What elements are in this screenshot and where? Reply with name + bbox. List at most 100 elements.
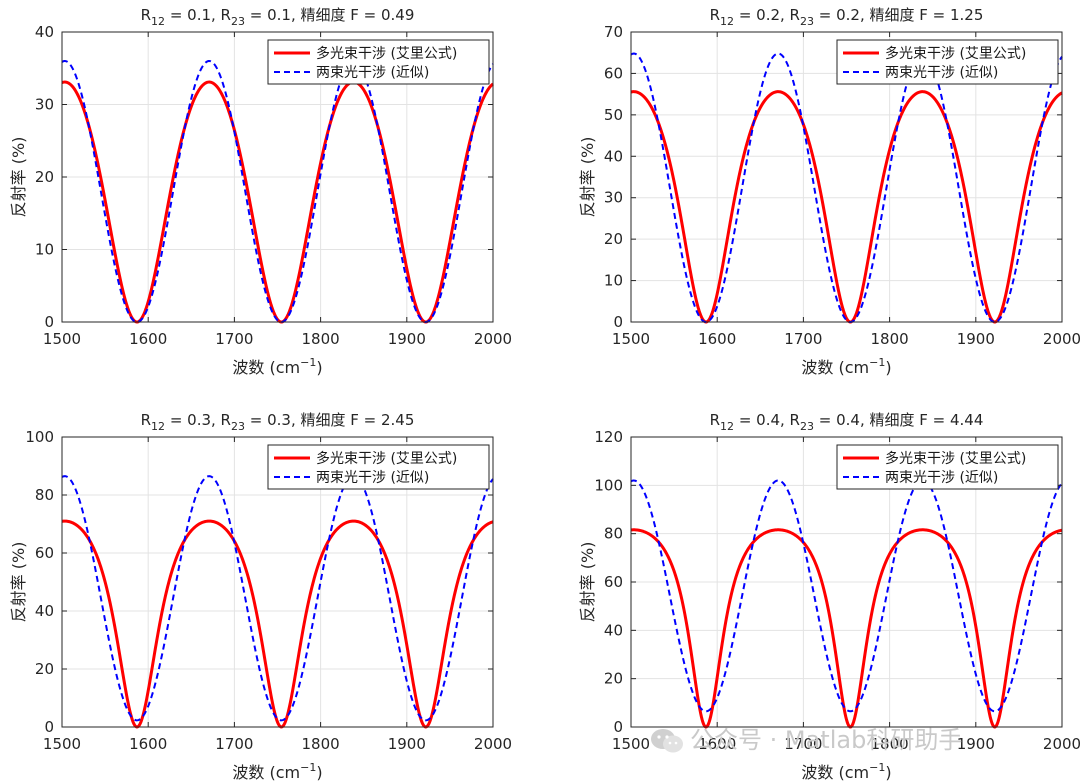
y-tick-label: 20 bbox=[604, 670, 623, 688]
x-axis-label: 波数 (cm−1) bbox=[801, 356, 891, 377]
legend-label: 两束光干涉 (近似) bbox=[885, 65, 998, 81]
x-tick-label: 1900 bbox=[388, 330, 426, 348]
x-axis-label-text: 波数 (cm bbox=[801, 763, 869, 781]
x-axis-label-close: ) bbox=[316, 358, 322, 377]
x-axis-label-close: ) bbox=[885, 763, 891, 781]
wechat-icon bbox=[651, 729, 683, 753]
series-line-two-beam bbox=[61, 59, 494, 323]
title-subscript: 23 bbox=[231, 420, 245, 433]
x-tick-label: 1700 bbox=[215, 735, 253, 753]
y-tick-label: 60 bbox=[35, 544, 54, 562]
legend: 多光束干涉 (艾里公式) 两束光干涉 (近似) bbox=[267, 39, 490, 85]
subplot-2: 1500 1600 1700 1800 1900 2000 0 10 20 30 40 50 60 70 R… bbox=[578, 6, 1080, 377]
x-tick-label: 1600 bbox=[129, 735, 167, 753]
y-tick-label: 70 bbox=[604, 23, 623, 41]
x-tick-label: 1700 bbox=[215, 330, 253, 348]
legend-label: 多光束干涉 (艾里公式) bbox=[885, 450, 1026, 467]
title-part: R bbox=[141, 411, 151, 429]
legend-label: 多光束干涉 (艾里公式) bbox=[316, 45, 457, 62]
chart-title: R12 = 0.4, R23 = 0.4, 精细度 F = 4.44 bbox=[710, 411, 984, 433]
y-tick-label: 0 bbox=[613, 718, 623, 736]
x-tick-label: 1900 bbox=[957, 735, 995, 753]
x-tick-label: 1600 bbox=[698, 735, 736, 753]
y-tick-label: 120 bbox=[594, 428, 623, 446]
x-axis-label-exponent: −1 bbox=[300, 761, 316, 774]
x-axis-label-close: ) bbox=[885, 358, 891, 377]
x-tick-label: 2000 bbox=[474, 735, 512, 753]
title-part: = 0.1, bbox=[165, 6, 221, 24]
y-tick-label: 40 bbox=[604, 621, 623, 639]
x-tick-label: 1800 bbox=[871, 330, 909, 348]
title-part: = 0.2, bbox=[734, 6, 790, 24]
chart-title: R12 = 0.3, R23 = 0.3, 精细度 F = 2.45 bbox=[141, 411, 415, 433]
title-subscript: 23 bbox=[800, 420, 814, 433]
legend: 多光束干涉 (艾里公式) 两束光干涉 (近似) bbox=[836, 39, 1059, 85]
legend: 多光束干涉 (艾里公式) 两束光干涉 (近似) bbox=[267, 444, 490, 490]
x-axis-label-text: 波数 (cm bbox=[232, 763, 300, 781]
title-part: R bbox=[790, 411, 800, 429]
x-tick-label: 1600 bbox=[698, 330, 736, 348]
x-axis-label: 波数 (cm−1) bbox=[801, 761, 891, 781]
y-tick-label: 0 bbox=[44, 313, 54, 331]
legend-label: 两束光干涉 (近似) bbox=[885, 470, 998, 486]
y-tick-label: 40 bbox=[35, 23, 54, 41]
y-tick-label: 100 bbox=[594, 476, 623, 494]
title-part: = 0.1, 精细度 F = 0.49 bbox=[245, 6, 414, 24]
y-axis-label: 反射率 (%) bbox=[578, 137, 597, 218]
y-tick-label: 100 bbox=[25, 428, 54, 446]
y-tick-label: 80 bbox=[35, 486, 54, 504]
series-line-two-beam bbox=[630, 52, 1063, 323]
legend-label: 多光束干涉 (艾里公式) bbox=[885, 45, 1026, 62]
y-tick-label: 30 bbox=[35, 96, 54, 114]
title-part: = 0.2, 精细度 F = 1.25 bbox=[814, 6, 983, 24]
legend-label: 两束光干涉 (近似) bbox=[316, 470, 429, 486]
x-axis-label-text: 波数 (cm bbox=[801, 358, 869, 377]
subplot-3: 1500 1600 1700 1800 1900 2000 0 20 40 60 80 100 R12 … bbox=[9, 411, 512, 781]
title-part: R bbox=[790, 6, 800, 24]
x-tick-label: 1900 bbox=[388, 735, 426, 753]
title-part: R bbox=[710, 6, 720, 24]
axes-frame bbox=[630, 31, 1063, 323]
y-tick-label: 0 bbox=[44, 718, 54, 736]
title-part: = 0.3, 精细度 F = 2.45 bbox=[245, 411, 414, 429]
y-tick-label: 20 bbox=[35, 168, 54, 186]
x-axis-label-close: ) bbox=[316, 763, 322, 781]
x-tick-label: 1800 bbox=[302, 330, 340, 348]
x-tick-label: 1500 bbox=[612, 735, 650, 753]
x-axis-label: 波数 (cm−1) bbox=[232, 356, 322, 377]
y-tick-label: 50 bbox=[604, 106, 623, 124]
x-tick-label: 2000 bbox=[1043, 330, 1080, 348]
watermark-text: 公众号 · Matlab科研助手 bbox=[690, 726, 963, 754]
y-tick-label: 60 bbox=[604, 573, 623, 591]
title-part: R bbox=[221, 411, 231, 429]
y-tick-label: 40 bbox=[604, 147, 623, 165]
title-subscript: 12 bbox=[151, 15, 165, 28]
chart-title: R12 = 0.2, R23 = 0.2, 精细度 F = 1.25 bbox=[710, 6, 984, 28]
legend-label: 多光束干涉 (艾里公式) bbox=[316, 450, 457, 467]
y-tick-label: 10 bbox=[35, 241, 54, 259]
title-subscript: 12 bbox=[720, 15, 734, 28]
watermark: 公众号 · Matlab科研助手 bbox=[650, 720, 962, 755]
x-tick-label: 2000 bbox=[474, 330, 512, 348]
x-tick-label: 1500 bbox=[43, 735, 81, 753]
legend-box bbox=[836, 39, 1059, 85]
y-tick-label: 40 bbox=[35, 602, 54, 620]
legend-box bbox=[267, 39, 490, 85]
y-axis-label: 反射率 (%) bbox=[9, 542, 28, 623]
legend-box bbox=[267, 444, 490, 490]
x-axis-label-text: 波数 (cm bbox=[232, 358, 300, 377]
y-tick-label: 20 bbox=[35, 660, 54, 678]
x-axis-label: 波数 (cm−1) bbox=[232, 761, 322, 781]
x-tick-label: 1800 bbox=[302, 735, 340, 753]
y-tick-label: 0 bbox=[613, 313, 623, 331]
title-part: = 0.3, bbox=[165, 411, 221, 429]
x-tick-label: 1600 bbox=[129, 330, 167, 348]
x-axis-label-exponent: −1 bbox=[300, 356, 316, 369]
x-axis-label-exponent: −1 bbox=[869, 761, 885, 774]
x-tick-label: 1800 bbox=[871, 735, 909, 753]
title-subscript: 23 bbox=[800, 15, 814, 28]
y-tick-label: 10 bbox=[604, 272, 623, 290]
y-tick-label: 20 bbox=[604, 230, 623, 248]
y-axis-label: 反射率 (%) bbox=[578, 542, 597, 623]
